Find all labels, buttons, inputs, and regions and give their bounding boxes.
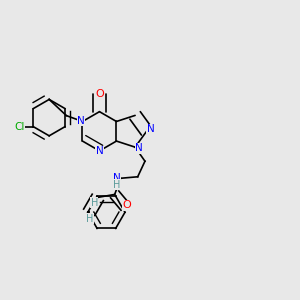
- Text: N: N: [135, 143, 143, 153]
- Text: H: H: [86, 214, 94, 224]
- Text: Cl: Cl: [14, 122, 25, 132]
- Text: N: N: [96, 146, 103, 157]
- Text: O: O: [95, 89, 104, 100]
- Text: H: H: [113, 180, 121, 190]
- Text: N: N: [113, 173, 121, 183]
- Text: N: N: [77, 116, 85, 126]
- Text: H: H: [91, 198, 98, 208]
- Text: O: O: [123, 200, 131, 210]
- Text: N: N: [147, 124, 154, 134]
